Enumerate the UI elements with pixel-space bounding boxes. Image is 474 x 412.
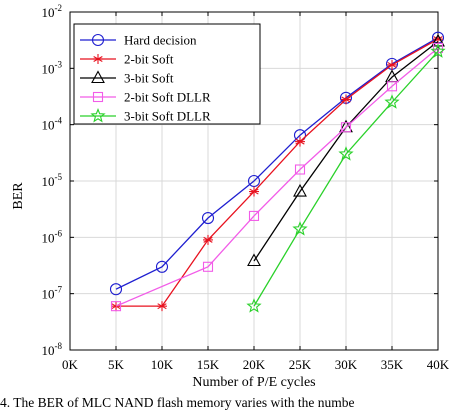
data-point-triangle bbox=[91, 70, 105, 84]
data-point-asterisk bbox=[341, 94, 351, 105]
data-point-square bbox=[92, 91, 104, 103]
x-tick-label: 25K bbox=[289, 357, 312, 372]
data-point-star bbox=[338, 146, 354, 161]
legend-entry: 2-bit Soft DLLR bbox=[80, 90, 211, 105]
legend-items: Hard decision 2-bit Soft 3-bit Soft 2-bit S… bbox=[80, 33, 211, 124]
y-axis-label: BER bbox=[11, 182, 26, 210]
data-point-square bbox=[340, 122, 352, 133]
data-point-square bbox=[110, 301, 122, 312]
x-tick-label: 5K bbox=[108, 357, 125, 372]
x-tick-label: 40K bbox=[427, 357, 450, 372]
legend: Hard decision 2-bit Soft 3-bit Soft 2-bit S… bbox=[73, 23, 261, 125]
data-point-triangle bbox=[247, 253, 261, 267]
series-group bbox=[109, 31, 446, 313]
data-point-asterisk bbox=[157, 301, 167, 312]
legend-box bbox=[73, 23, 261, 125]
series-4 bbox=[246, 43, 446, 313]
series-3 bbox=[110, 42, 444, 312]
x-axis-label: Number of P/E cycles bbox=[192, 375, 315, 390]
y-tick-label: 10-2 bbox=[42, 3, 63, 20]
data-point-asterisk bbox=[93, 54, 103, 64]
legend-label: 2-bit Soft DLLR bbox=[124, 90, 211, 105]
series-line bbox=[115, 37, 439, 290]
axis-ticks: 0K 5K 10K 15K 20K 25K 30K 35K 40K 10-8 10-7 10-6 10-… bbox=[42, 3, 450, 372]
series-line bbox=[115, 47, 439, 307]
legend-entry: 3-bit Soft DLLR bbox=[80, 107, 211, 124]
data-point-circle bbox=[91, 33, 105, 47]
legend-label: 3-bit Soft DLLR bbox=[124, 109, 211, 124]
data-point-square bbox=[386, 81, 398, 92]
x-tick-label: 20K bbox=[243, 357, 266, 372]
legend-label: 3-bit Soft bbox=[124, 71, 174, 86]
data-point-star bbox=[384, 94, 400, 109]
data-point-square bbox=[248, 210, 260, 221]
legend-entry: Hard decision bbox=[80, 33, 197, 48]
y-tick-label: 10-4 bbox=[42, 116, 63, 133]
legend-label: 2-bit Soft bbox=[124, 52, 174, 67]
x-tick-label: 35K bbox=[381, 357, 404, 372]
data-point-asterisk bbox=[203, 234, 213, 245]
data-point-star bbox=[246, 298, 262, 313]
legend-label: Hard decision bbox=[124, 33, 197, 48]
data-point-circle bbox=[247, 174, 261, 188]
data-point-asterisk bbox=[295, 136, 305, 147]
figure-caption: 4. The BER of MLC NAND flash memory vari… bbox=[0, 395, 355, 410]
data-point-star bbox=[90, 107, 106, 123]
series-0 bbox=[109, 31, 445, 296]
legend-entry: 3-bit Soft bbox=[80, 70, 174, 86]
data-point-square bbox=[294, 164, 306, 175]
data-point-circle bbox=[201, 211, 215, 225]
y-tick-label: 10-5 bbox=[42, 172, 63, 189]
y-tick-label: 10-3 bbox=[42, 59, 63, 76]
x-tick-label: 15K bbox=[197, 357, 220, 372]
data-point-asterisk bbox=[111, 301, 121, 312]
data-point-triangle bbox=[293, 183, 307, 197]
data-point-asterisk bbox=[249, 186, 259, 197]
data-point-asterisk bbox=[387, 59, 397, 70]
data-point-square bbox=[202, 261, 214, 272]
legend-entry: 2-bit Soft bbox=[80, 52, 174, 67]
data-point-star bbox=[430, 43, 446, 58]
x-tick-label: 0K bbox=[62, 357, 79, 372]
series-line bbox=[253, 50, 439, 307]
y-tick-label: 10-8 bbox=[42, 341, 63, 358]
data-point-circle bbox=[109, 283, 123, 296]
y-tick-label: 10-7 bbox=[42, 285, 63, 302]
x-tick-label: 30K bbox=[335, 357, 358, 372]
y-tick-label: 10-6 bbox=[42, 228, 63, 245]
series-line bbox=[116, 38, 439, 307]
x-tick-label: 10K bbox=[151, 357, 174, 372]
data-point-star bbox=[292, 221, 308, 236]
data-point-circle bbox=[155, 260, 169, 273]
